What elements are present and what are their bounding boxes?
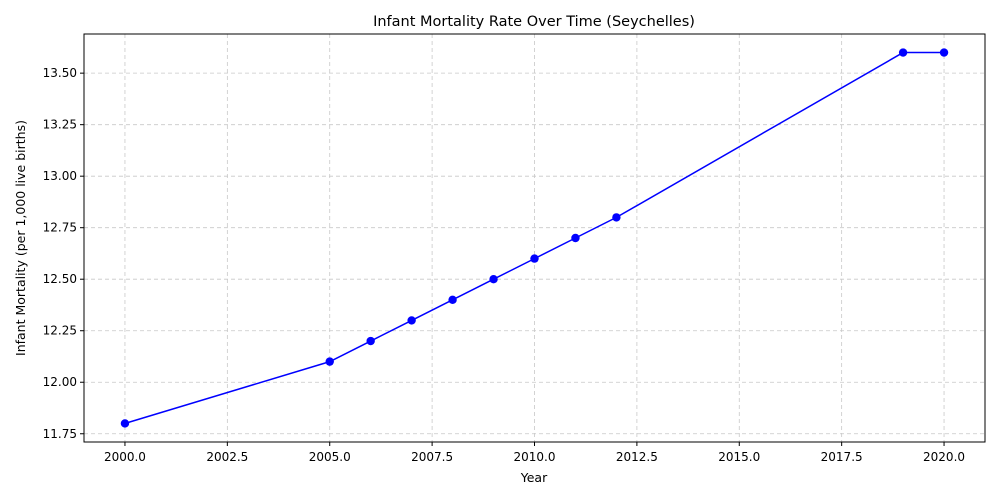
x-tick-label: 2007.5 <box>411 450 453 464</box>
x-tick-label: 2005.0 <box>309 450 351 464</box>
y-tick-label: 12.00 <box>43 375 77 389</box>
x-tick-label: 2012.5 <box>616 450 658 464</box>
x-tick-label: 2020.0 <box>923 450 965 464</box>
x-tick-label: 2010.0 <box>514 450 556 464</box>
data-point <box>366 336 375 346</box>
x-tick-label: 2000.0 <box>104 450 146 464</box>
chart-title: Infant Mortality Rate Over Time (Seychel… <box>373 14 695 30</box>
y-tick-label: 12.25 <box>43 324 77 338</box>
grid <box>84 34 985 442</box>
data-point <box>612 213 621 222</box>
series-line <box>120 48 949 428</box>
y-tick-label: 11.75 <box>43 427 77 441</box>
y-tick-label: 12.50 <box>43 272 77 286</box>
y-tick-label: 12.75 <box>43 221 77 235</box>
data-point <box>530 254 539 263</box>
y-tick-label: 13.25 <box>43 118 77 132</box>
y-axis-title: Infant Mortality (per 1,000 live births) <box>13 120 28 356</box>
data-point <box>407 316 416 325</box>
data-point <box>325 357 334 366</box>
axis-ticks: 2000.0 2002.5 2005.0 2007.5 2010.0 2012.5 2015… <box>43 66 965 464</box>
x-tick-label: 2017.5 <box>821 450 863 464</box>
data-point <box>120 419 130 428</box>
data-point <box>448 295 457 305</box>
data-point <box>489 275 498 284</box>
data-point <box>571 233 580 243</box>
data-point <box>939 48 949 57</box>
y-tick-label: 13.00 <box>43 169 77 183</box>
x-axis-title: Year <box>520 470 548 485</box>
x-tick-label: 2002.5 <box>206 450 248 464</box>
y-tick-label: 13.50 <box>43 66 77 80</box>
x-tick-label: 2015.0 <box>718 450 760 464</box>
data-point <box>898 48 908 57</box>
